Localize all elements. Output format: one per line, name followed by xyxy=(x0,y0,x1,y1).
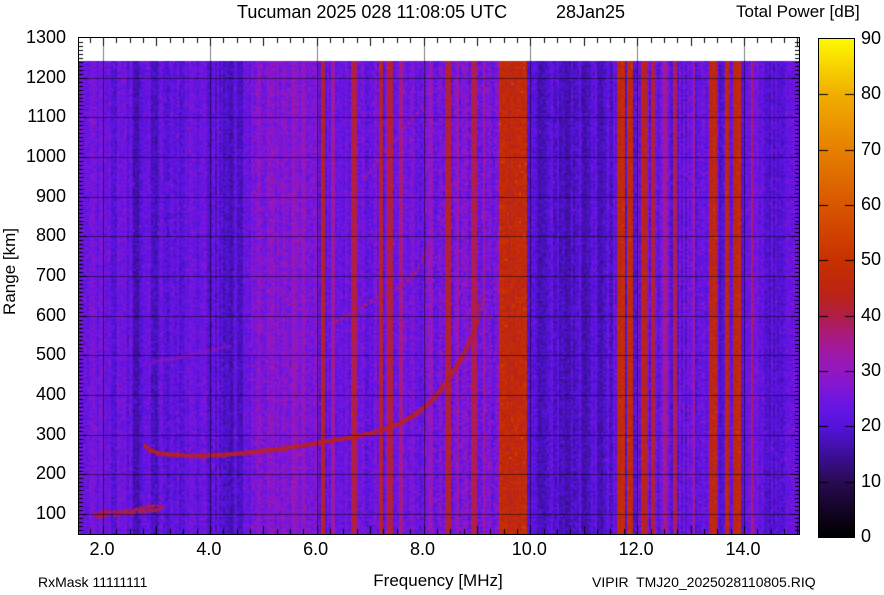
x-tick-label: 12.0 xyxy=(618,539,654,559)
y-tick-label: 100 xyxy=(35,503,66,524)
ionogram-canvas xyxy=(78,37,800,535)
y-tick-label: 700 xyxy=(35,265,66,286)
y-tick-label: 500 xyxy=(35,344,66,365)
x-tick-label: 10.0 xyxy=(511,539,547,559)
colorbar-tick-label: 20 xyxy=(861,415,882,436)
x-tick-label: 6.0 xyxy=(303,539,329,559)
x-tick-label: 14.0 xyxy=(725,539,761,559)
colorbar-tick-label: 90 xyxy=(861,28,882,48)
y-tick-label: 1100 xyxy=(27,106,66,127)
colorbar-tick-label: 70 xyxy=(861,138,882,159)
colorbar-tick-label: 80 xyxy=(861,83,882,104)
colorbar-tick-label: 10 xyxy=(861,470,882,491)
y-tick-label: 300 xyxy=(35,423,66,444)
y-tick-label: 200 xyxy=(35,463,66,484)
plot-title: Tucuman 2025 028 11:08:05 UTC xyxy=(237,2,508,22)
colorbar-tick-label: 60 xyxy=(861,194,882,214)
x-tick-label: 2.0 xyxy=(89,539,115,559)
colorbar-tick-label: 30 xyxy=(861,360,882,380)
colorbar-tick-label: 40 xyxy=(861,304,882,325)
y-tick-label: 1200 xyxy=(25,66,66,87)
colorbar-title: Total Power [dB] xyxy=(736,2,860,21)
x-axis-title: Frequency [MHz] xyxy=(373,571,503,590)
x-tick-label: 4.0 xyxy=(196,539,222,559)
colorbar-tick-label: 0 xyxy=(861,526,872,546)
x-tick-label: 8.0 xyxy=(409,539,436,559)
y-tick-label: 400 xyxy=(35,384,66,405)
rx-mask-label: RxMask 11111111 xyxy=(38,574,148,590)
plot-date: 28Jan25 xyxy=(556,2,626,22)
y-tick-label: 900 xyxy=(35,185,66,206)
y-tick-label: 1300 xyxy=(25,27,66,47)
file-id-label: VIPIR TMJ20_2025028110805.RIQ xyxy=(592,574,816,590)
y-tick-label: 1000 xyxy=(25,146,66,167)
colorbar-tick-label: 50 xyxy=(861,249,882,270)
y-tick-label: 800 xyxy=(35,225,66,246)
y-tick-label: 600 xyxy=(35,304,66,325)
colorbar xyxy=(818,38,855,538)
